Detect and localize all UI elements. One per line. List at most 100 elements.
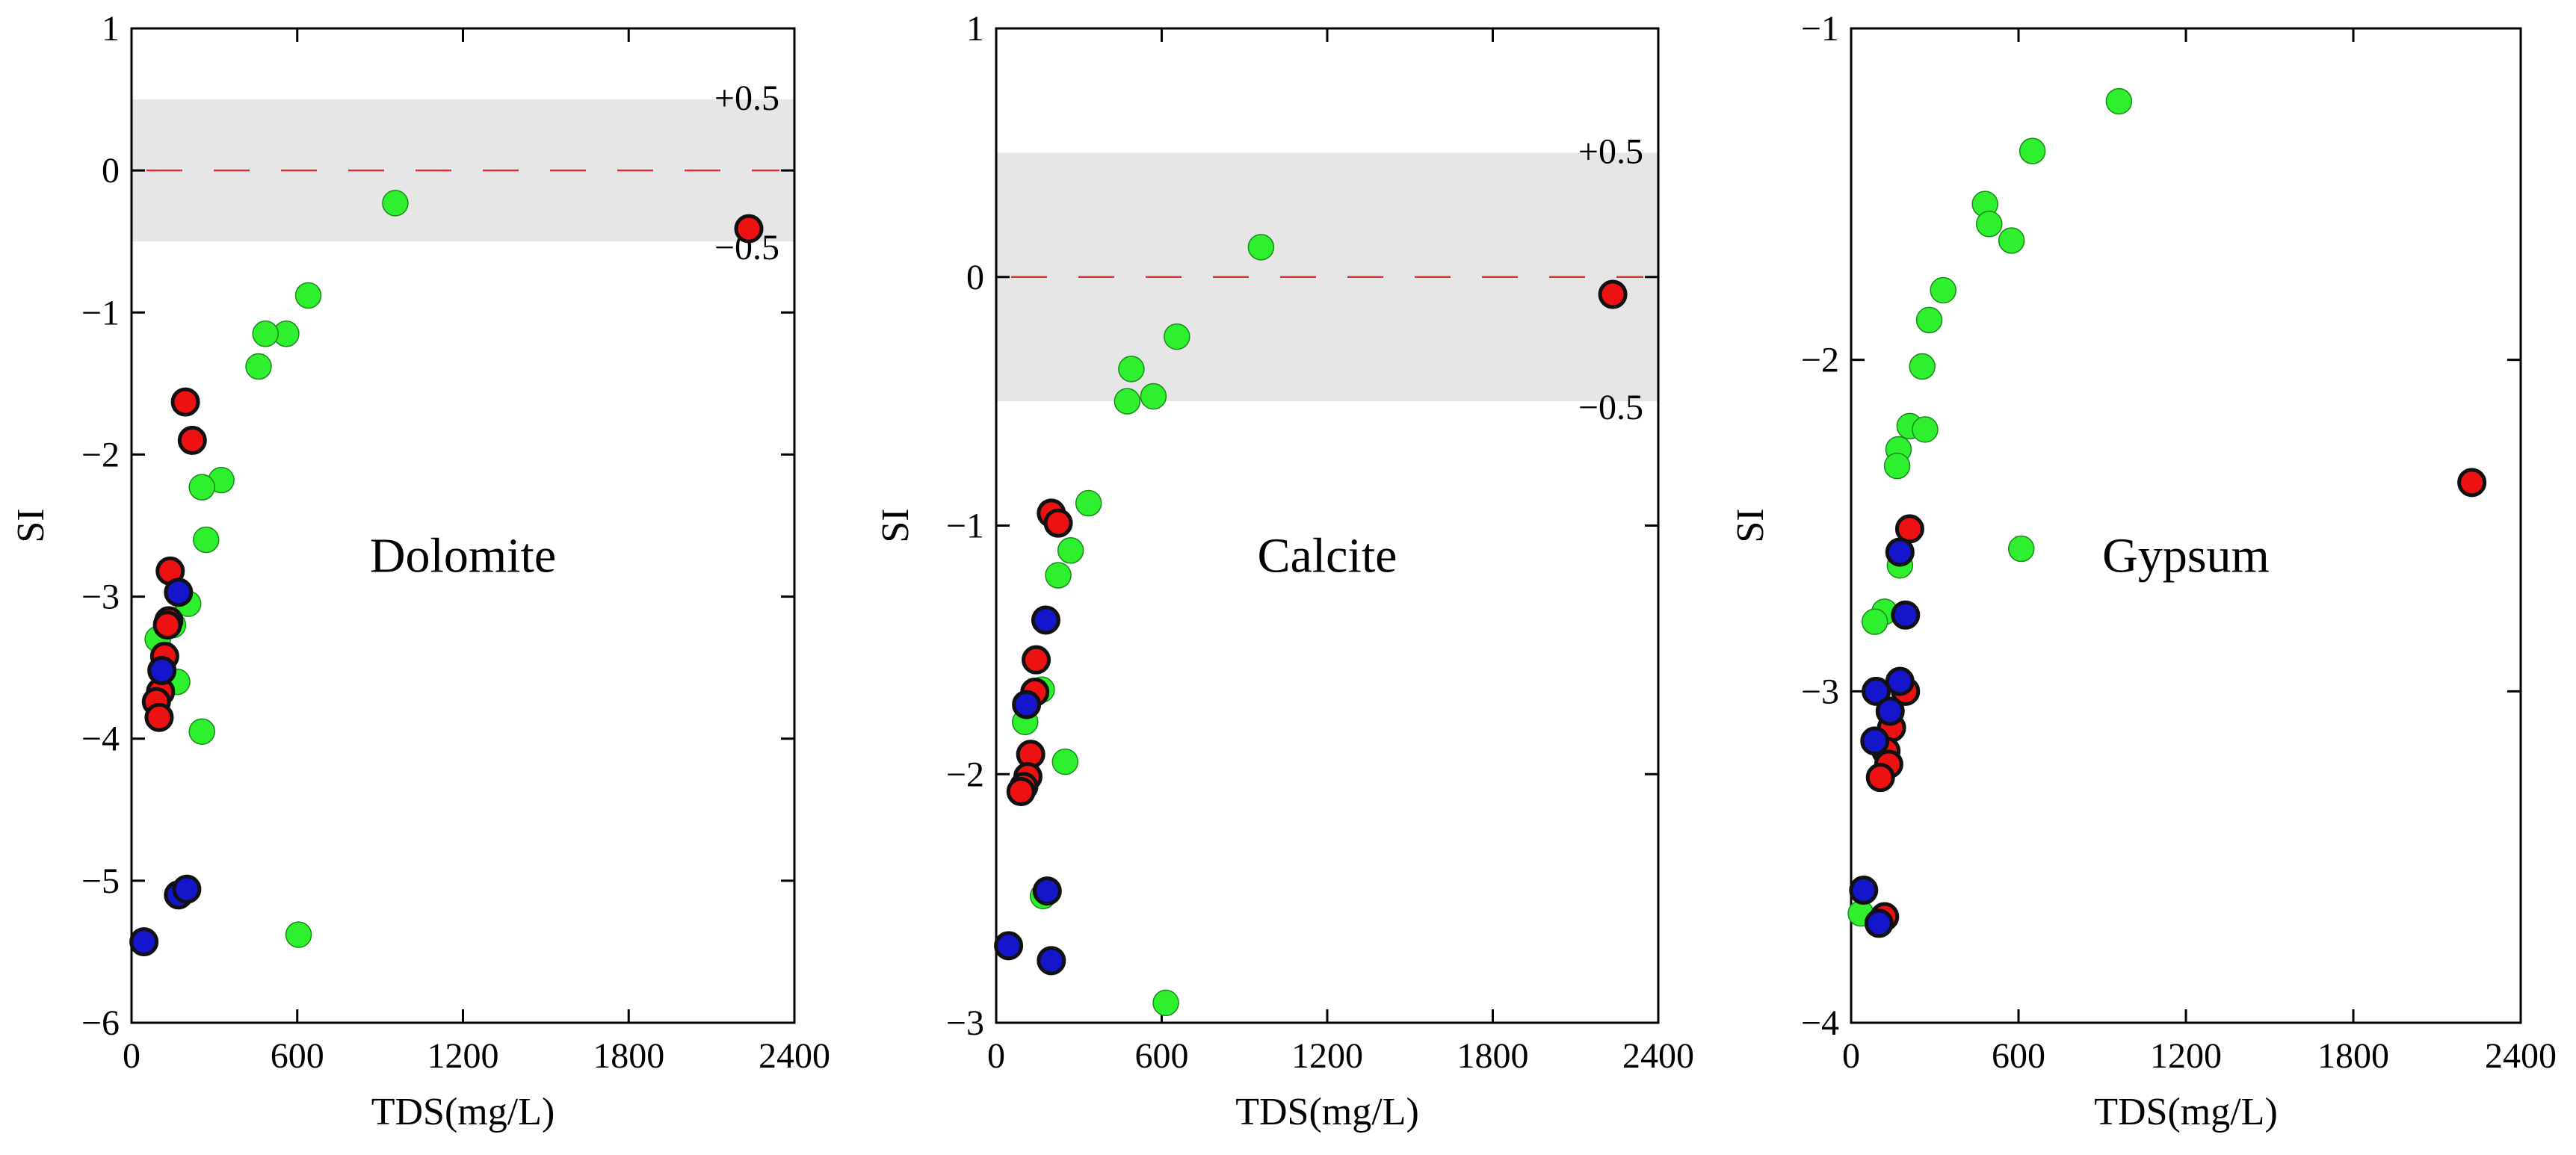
data-point-green: [2019, 137, 2046, 164]
series-red: [141, 214, 764, 732]
data-point-red: [1865, 763, 1895, 793]
data-point-green: [1045, 562, 1072, 589]
data-point-green: [1057, 537, 1084, 564]
y-axis-title: SI: [874, 508, 917, 542]
data-point-green: [1912, 416, 1939, 443]
x-tick-label: 1800: [593, 1036, 664, 1076]
data-point-green: [1915, 306, 1943, 334]
band-label-upper: +0.5: [714, 78, 779, 118]
y-tick-label: −1: [946, 507, 984, 546]
data-point-green: [1164, 323, 1190, 350]
y-tick-label: −4: [81, 719, 120, 759]
data-point-blue: [1885, 666, 1915, 696]
data-point-green: [1051, 748, 1079, 775]
data-point-blue: [1032, 876, 1062, 906]
y-tick-label: 1: [102, 9, 120, 49]
data-point-green: [1883, 452, 1911, 480]
data-point-blue: [994, 931, 1024, 961]
data-point-green: [2007, 535, 2035, 563]
data-point-green: [294, 282, 322, 309]
data-point-blue: [1875, 696, 1905, 726]
data-point-green: [1247, 234, 1275, 261]
y-tick-label: −6: [81, 1003, 120, 1043]
y-tick-label: −5: [81, 861, 120, 901]
x-tick-label: 1200: [1291, 1036, 1363, 1076]
mineral-label: Dolomite: [370, 529, 556, 583]
data-point-blue: [129, 927, 159, 957]
data-point-green: [245, 353, 272, 380]
x-tick-label: 600: [271, 1036, 324, 1076]
data-point-green: [2105, 87, 2133, 115]
x-axis-title: TDS(mg/L): [1235, 1091, 1419, 1133]
data-point-blue: [164, 578, 194, 607]
x-tick-label: 600: [1992, 1036, 2045, 1076]
chart-panel-dolomite: +0.5−0.50 600 1200 1800 2400−6−5−4−3−2−101TD…: [10, 9, 830, 1133]
data-point-green: [1998, 227, 2025, 254]
data-point-blue: [1031, 605, 1060, 635]
data-point-blue: [147, 655, 177, 685]
band-label-upper: +0.5: [1578, 131, 1643, 171]
y-tick-label: 0: [102, 151, 120, 191]
data-point-red: [1598, 279, 1628, 309]
mineral-label: Gypsum: [2102, 529, 2270, 583]
series-blue: [1849, 537, 1921, 938]
data-point-green: [188, 474, 215, 501]
data-point-green: [1909, 353, 1936, 380]
x-tick-label: 600: [1135, 1036, 1189, 1076]
data-point-blue: [1864, 908, 1894, 938]
series-green: [1847, 87, 2133, 927]
data-point-red: [1006, 777, 1036, 807]
band-label-lower: −0.5: [1578, 388, 1643, 427]
y-tick-label: −1: [1801, 9, 1839, 49]
data-point-green: [1140, 383, 1167, 410]
y-tick-label: −2: [81, 435, 120, 474]
series-blue: [129, 578, 202, 957]
x-axis-title: TDS(mg/L): [371, 1091, 555, 1133]
data-point-red: [2457, 468, 2487, 498]
data-point-blue: [172, 874, 202, 904]
data-point-red: [1043, 508, 1073, 538]
data-point-blue: [1891, 600, 1921, 630]
mineral-label: Calcite: [1258, 529, 1397, 583]
x-axis-title: TDS(mg/L): [2094, 1091, 2278, 1133]
data-point-red: [152, 610, 182, 640]
data-point-blue: [1037, 946, 1066, 976]
y-tick-label: −3: [946, 1003, 984, 1043]
data-point-red: [1022, 645, 1051, 675]
y-axis-title: SI: [10, 508, 52, 542]
chart-panel-gypsum: 0 600 1200 1800 2400 −4 −3 −2 −1 TDS(mg/L) SI Gypsu…: [1729, 9, 2557, 1133]
series-red: [1006, 279, 1628, 807]
data-point-green: [1152, 989, 1179, 1017]
data-point-green: [1075, 489, 1102, 517]
data-point-green: [1118, 356, 1145, 383]
chart-panel-calcite: +0.5 −0.5 0 600 1200 1800 2400 −3 −2 −1 0 1 TDS(mg/L…: [874, 9, 1694, 1133]
y-tick-label: 0: [966, 258, 984, 297]
data-point-blue: [1849, 876, 1879, 905]
y-tick-label: −4: [1801, 1003, 1839, 1043]
data-point-green: [1930, 276, 1956, 304]
data-point-red: [144, 702, 174, 732]
x-tick-label: 0: [987, 1036, 1005, 1076]
y-axis-title: SI: [1729, 508, 1772, 542]
plot-frame: [1850, 27, 2522, 1024]
x-tick-label: 0: [1842, 1036, 1860, 1076]
y-tick-label: −2: [1801, 341, 1839, 380]
y-tick-label: −1: [81, 293, 120, 332]
data-point-red: [170, 387, 200, 417]
x-tick-label: 1800: [1457, 1036, 1529, 1076]
x-tick-label: 1800: [2317, 1036, 2389, 1076]
x-tick-label: 0: [123, 1036, 140, 1076]
y-tick-label: −2: [946, 755, 984, 794]
x-tick-label: 2400: [2485, 1036, 2557, 1076]
x-tick-label: 2400: [1622, 1036, 1694, 1076]
y-tick-label: −3: [1801, 672, 1839, 711]
data-point-green: [382, 190, 409, 217]
x-tick-label: 1200: [2150, 1036, 2222, 1076]
data-point-blue: [1885, 537, 1915, 567]
data-point-green: [1114, 388, 1141, 415]
series-blue: [994, 605, 1066, 976]
data-point-green: [252, 321, 279, 347]
data-point-green: [188, 718, 215, 745]
data-point-blue: [1012, 690, 1042, 719]
